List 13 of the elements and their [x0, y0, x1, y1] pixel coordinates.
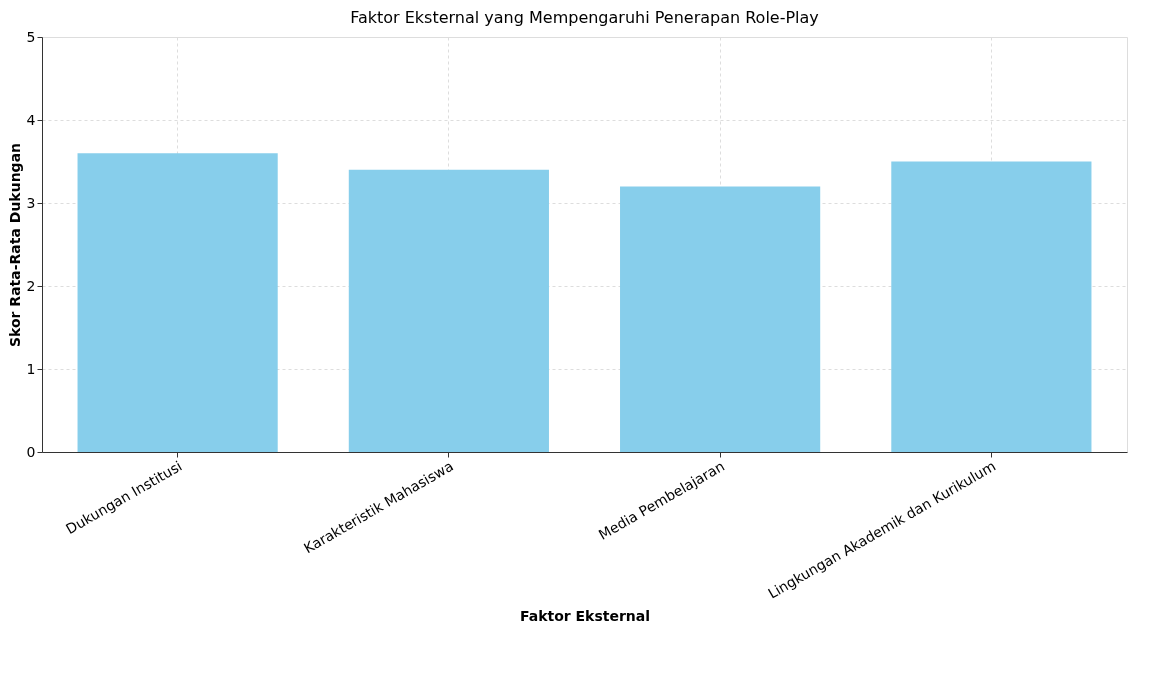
y-tick-label: 3: [26, 194, 36, 211]
y-tick-label: 1: [26, 360, 36, 377]
y-axis-title: Skor Rata-Rata Dukungan: [6, 142, 23, 348]
y-tick-label: 2: [26, 277, 36, 294]
y-tick-label: 5: [26, 28, 36, 45]
bar: [348, 169, 549, 452]
chart-title: Faktor Eksternal yang Mempengaruhi Penerapan Role-Play: [350, 8, 819, 27]
bar: [891, 161, 1092, 452]
bar: [77, 153, 278, 452]
y-tick-label: 4: [26, 111, 36, 128]
bar: [620, 186, 821, 452]
y-tick-label: 0: [26, 443, 36, 460]
x-axis-title: Faktor Eksternal: [519, 607, 651, 624]
